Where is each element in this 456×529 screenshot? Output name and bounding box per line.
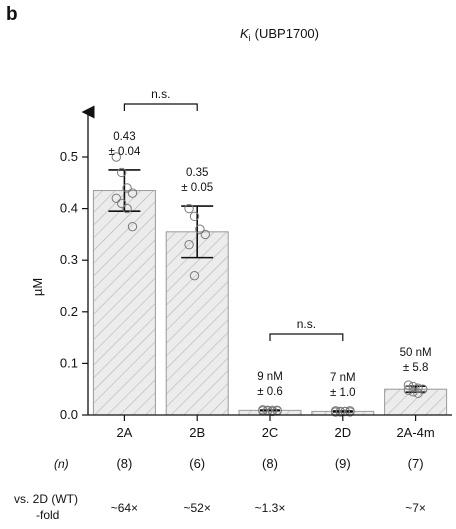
bar-2A <box>92 190 156 416</box>
data-point <box>335 407 346 417</box>
title-symbol: K <box>240 26 250 41</box>
fold-value: ~1.3× <box>255 501 286 515</box>
data-point <box>117 167 127 178</box>
data-point <box>127 221 138 232</box>
x-tick-label: 2A-4m <box>396 425 434 440</box>
n-value: (8) <box>116 456 132 471</box>
bar-2B <box>165 231 229 416</box>
bracket <box>269 333 344 341</box>
value-label-2A: 0.43 <box>113 131 135 143</box>
data-point <box>195 224 205 234</box>
y-tick-label: 0.0 <box>60 407 78 422</box>
value-label-2D: ± 1.0 <box>330 387 356 399</box>
bracket <box>123 103 198 111</box>
value-labels-group: 0.43 ± 0.04 0.35 ± 0.05 9 nM ± 0.6 7 nM ± 1.0 50… <box>108 131 431 399</box>
bracket-label: n.s. <box>297 317 316 331</box>
x-tick-label: 2D <box>334 425 351 440</box>
title-rest: (UBP1700) <box>255 26 319 41</box>
value-label-2C: 9 nM <box>257 371 283 383</box>
fold-value: ~7× <box>405 501 426 515</box>
x-tick-label: 2A <box>116 425 132 440</box>
n-value: (9) <box>335 456 351 471</box>
data-point <box>111 193 122 203</box>
fold-values-row: ~64× ~52× ~1.3× ~7× <box>111 501 426 515</box>
y-tick-label: 0.2 <box>60 304 78 319</box>
bracket-label: n.s. <box>151 87 170 101</box>
value-label-2A-4m: ± 5.8 <box>403 362 429 374</box>
y-axis: 0.0 0.1 0.2 0.3 0.4 0.5 <box>60 105 95 422</box>
n-value: (7) <box>408 456 424 471</box>
value-label-2B: 0.35 <box>186 167 208 179</box>
x-axis: 2A 2B 2C 2D 2A-4m <box>88 414 452 440</box>
fold-row-label-line1: vs. 2D (WT) <box>14 492 78 506</box>
data-point <box>408 381 418 392</box>
data-point <box>184 240 194 250</box>
title-subscript: i <box>249 33 251 43</box>
value-label-2D: 7 nM <box>330 372 356 384</box>
fold-value: ~64× <box>111 501 138 515</box>
data-point <box>189 270 200 281</box>
y-tick-label: 0.4 <box>60 201 78 216</box>
data-point <box>200 229 211 240</box>
data-point <box>413 383 423 393</box>
data-point <box>403 385 414 395</box>
y-tick-label: 0.5 <box>60 149 78 164</box>
value-label-2C: ± 0.6 <box>257 386 283 398</box>
y-axis-label: µM <box>30 278 45 296</box>
y-tick-label: 0.1 <box>60 355 78 370</box>
n-values-row: (8) (6) (8) (9) (7) <box>116 456 423 471</box>
x-tick-label: 2C <box>262 425 279 440</box>
value-label-2A: ± 0.04 <box>108 146 140 158</box>
data-points-group <box>111 152 428 417</box>
bar-2A-4m <box>384 388 448 416</box>
data-point <box>111 152 122 162</box>
data-point <box>403 380 414 390</box>
data-point <box>330 407 341 417</box>
panel-label: b <box>6 4 18 25</box>
value-label-2A-4m: 50 nM <box>400 347 432 359</box>
data-point <box>117 198 127 209</box>
n-value: (6) <box>189 456 205 471</box>
fold-value: ~52× <box>184 501 211 515</box>
y-tick-label: 0.3 <box>60 252 78 267</box>
data-point <box>413 388 423 399</box>
value-label-2B: ± 0.05 <box>181 182 213 194</box>
fold-row-label-line2: -fold <box>36 508 59 522</box>
significance-brackets-group: n.s. n.s. <box>123 87 344 341</box>
n-row-label: (n) <box>54 457 69 471</box>
n-value: (8) <box>262 456 278 471</box>
data-point <box>189 211 200 222</box>
x-tick-label: 2B <box>189 425 205 440</box>
data-point <box>122 183 132 193</box>
data-point <box>127 188 138 198</box>
data-point <box>122 203 132 214</box>
data-point <box>408 387 418 397</box>
chart-title: Ki (UBP1700) <box>240 26 319 43</box>
data-point <box>184 203 194 214</box>
